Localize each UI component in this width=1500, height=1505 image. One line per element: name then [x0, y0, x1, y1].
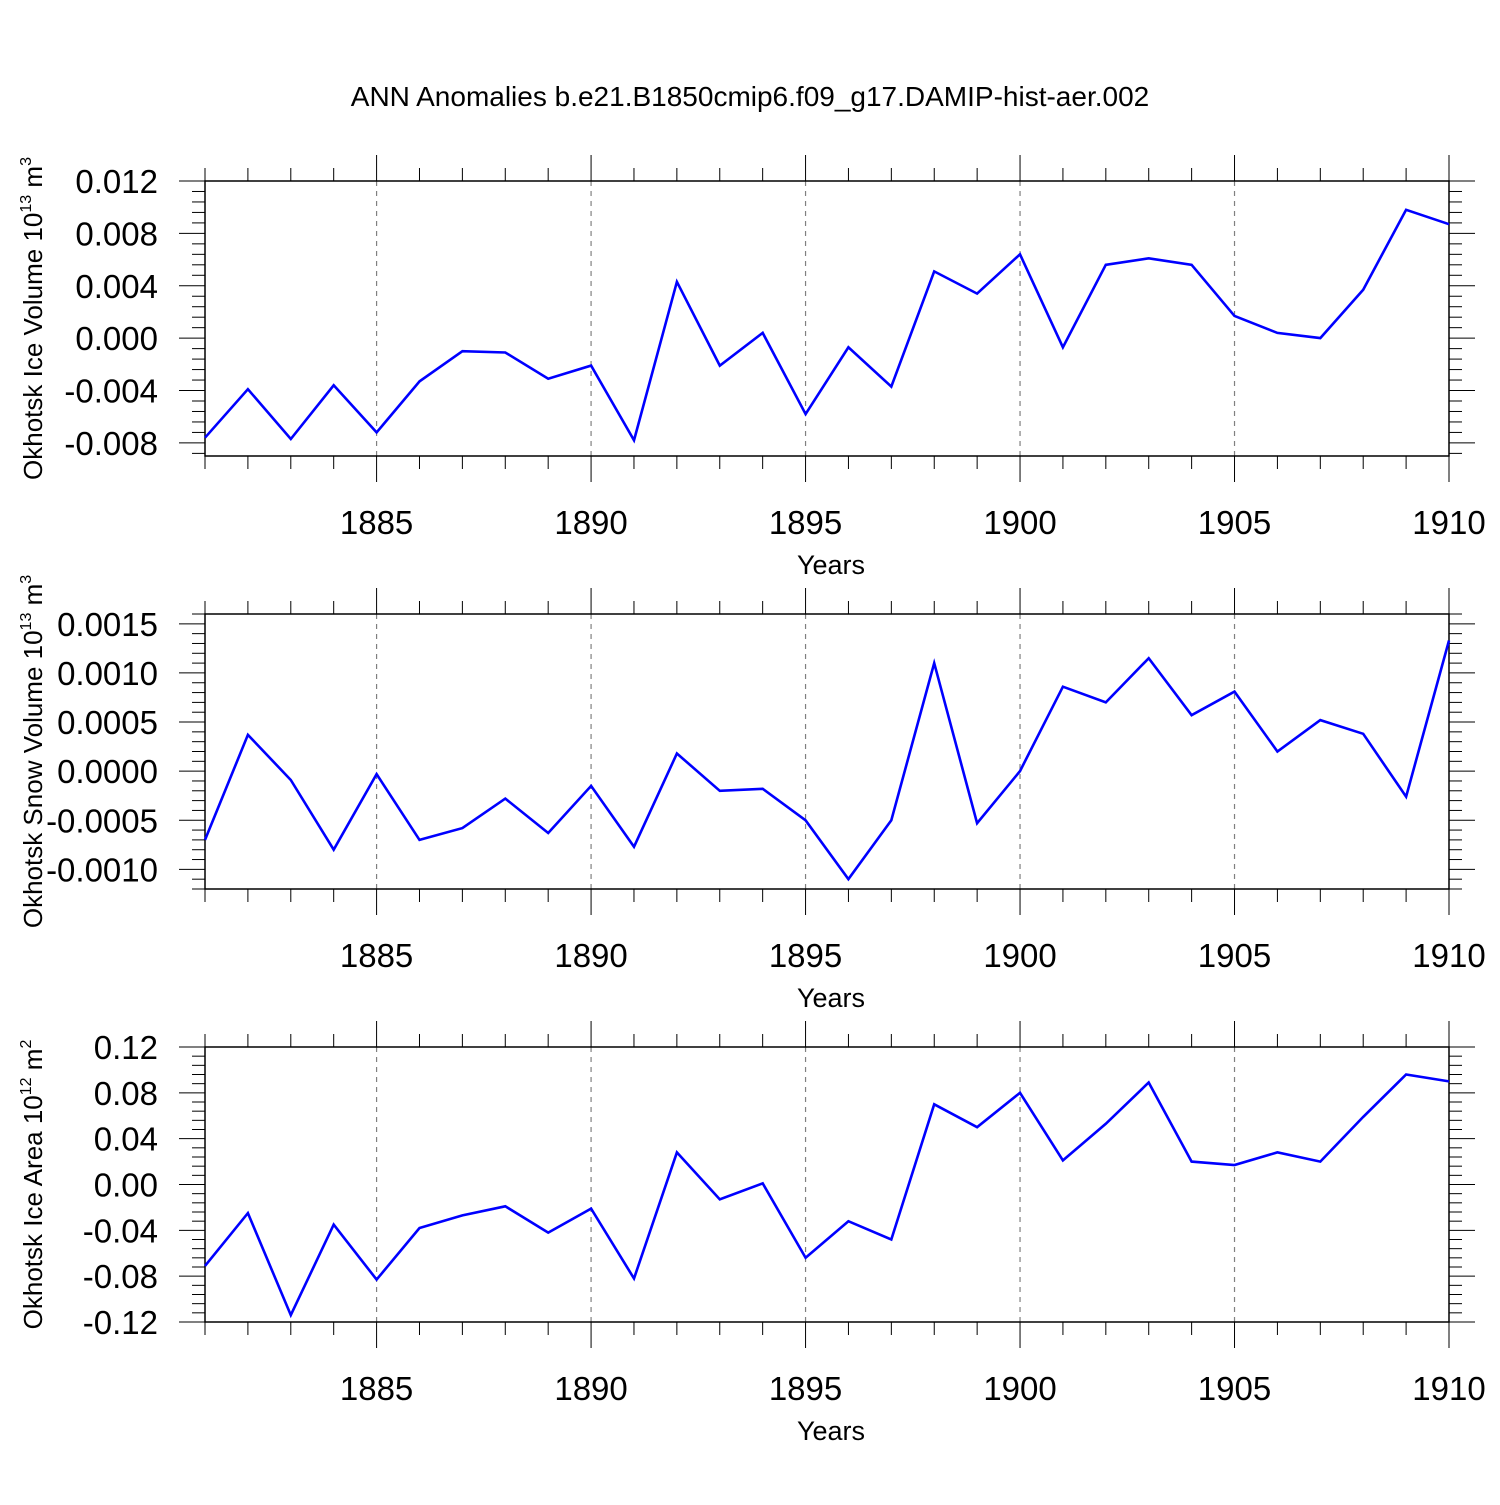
- y-axis-label-exponent: 13: [18, 195, 35, 213]
- y-axis-label-unit-exponent: 2: [18, 1040, 35, 1049]
- y-tick-label: -0.12: [83, 1304, 158, 1341]
- y-tick-label: 0.12: [94, 1029, 158, 1066]
- x-tick-label: 1905: [1198, 1370, 1271, 1407]
- x-tick-label: 1900: [983, 1370, 1056, 1407]
- y-tick-label: -0.08: [83, 1258, 158, 1295]
- x-tick-label: 1885: [340, 1370, 413, 1407]
- y-tick-label: 0.012: [75, 163, 158, 200]
- x-axis-label: Years: [797, 1416, 865, 1446]
- y-tick-label: 0.0015: [57, 606, 158, 643]
- y-axis-label: Okhotsk Ice Area 1012 m2: [18, 1040, 48, 1330]
- figure-title: ANN Anomalies b.e21.B1850cmip6.f09_g17.D…: [351, 81, 1149, 112]
- y-tick-label: 0.000: [75, 320, 158, 357]
- y-axis-label-unit: m: [18, 166, 48, 195]
- y-axis-label-text: Okhotsk Ice Volume 10: [18, 213, 48, 480]
- x-tick-label: 1890: [554, 937, 627, 974]
- x-tick-label: 1885: [340, 504, 413, 541]
- series-line: [203, 640, 1451, 882]
- y-axis-label-exponent: 12: [18, 1077, 35, 1095]
- panel-3: 1885 1890 1895 1900 1905 1910 Years -0.12 -0.08 -…: [18, 1021, 1486, 1446]
- x-tick-label: 1885: [340, 937, 413, 974]
- plot-frame: [204, 1046, 1450, 1323]
- x-tick-label: 1910: [1412, 1370, 1485, 1407]
- x-tick-label: 1895: [769, 504, 842, 541]
- y-axis-label-unit-exponent: 3: [18, 575, 35, 584]
- y-axis-label-unit-exponent: 3: [18, 157, 35, 166]
- y-tick-label: 0.0010: [57, 655, 158, 692]
- y-axis-label-unit: m: [18, 584, 48, 613]
- x-tick-label: 1900: [983, 937, 1056, 974]
- y-tick-label: 0.008: [75, 215, 158, 252]
- y-tick-label: -0.0005: [46, 802, 158, 839]
- x-tick-label: 1890: [554, 504, 627, 541]
- y-axis-label-text: Okhotsk Snow Volume 10: [18, 630, 48, 928]
- y-tick-label: -0.004: [64, 373, 158, 410]
- series-line: [203, 1073, 1450, 1319]
- y-tick-label: 0.08: [94, 1075, 158, 1112]
- panel-1: 1885 1890 1895 1900 1905 1910 Years -0.008 -0.00…: [18, 155, 1486, 580]
- y-axis-label-unit: m: [18, 1049, 48, 1078]
- y-tick-label: -0.04: [83, 1212, 158, 1249]
- panel-2: 1885 1890 1895 1900 1905 1910 Years -0.0010 -0.0…: [18, 575, 1486, 1013]
- x-tick-label: 1910: [1412, 937, 1485, 974]
- x-tick-label: 1895: [769, 937, 842, 974]
- y-axis-label: Okhotsk Ice Volume 1013 m3: [18, 157, 48, 480]
- x-axis-label: Years: [797, 550, 865, 580]
- y-axis-label: Okhotsk Snow Volume 1013 m3: [18, 575, 48, 928]
- y-tick-label: -0.008: [64, 425, 158, 462]
- x-tick-label: 1910: [1412, 504, 1485, 541]
- y-axis-label-exponent: 13: [18, 613, 35, 631]
- x-tick-label: 1900: [983, 504, 1056, 541]
- x-tick-label: 1905: [1198, 504, 1271, 541]
- x-tick-label: 1905: [1198, 937, 1271, 974]
- y-tick-label: 0.004: [75, 268, 158, 305]
- plot-frame: [204, 180, 1450, 457]
- y-tick-label: -0.0010: [46, 851, 158, 888]
- y-tick-label: 0.00: [94, 1167, 158, 1204]
- x-tick-label: 1890: [554, 1370, 627, 1407]
- y-tick-label: 0.0000: [57, 753, 158, 790]
- y-axis-label-text: Okhotsk Ice Area 10: [18, 1095, 48, 1329]
- x-axis-label: Years: [797, 983, 865, 1013]
- y-tick-label: 0.0005: [57, 704, 158, 741]
- y-tick-label: 0.04: [94, 1121, 158, 1158]
- series-line: [204, 208, 1450, 444]
- x-tick-label: 1895: [769, 1370, 842, 1407]
